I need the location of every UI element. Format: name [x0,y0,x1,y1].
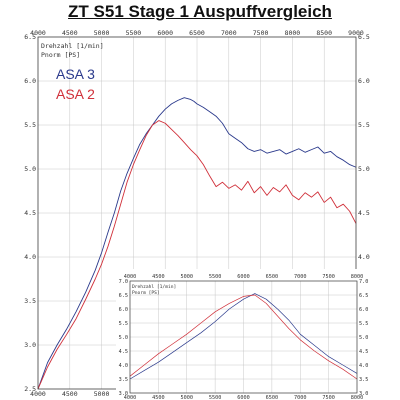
main-ytick-left-7: 6.0 [24,77,36,85]
inset-xtick-bottom-6: 7000 [294,395,307,400]
main-ytick-left-2: 3.5 [24,297,36,305]
inset-series [129,293,358,380]
main-ytick-left-1: 3.0 [24,341,36,349]
inset-ytick-left-1: 3.5 [119,377,128,383]
inset-xtick-top-0: 4000 [124,274,137,280]
inset-xtick-top-8: 8000 [351,274,364,280]
inset-xtick-bottom-7: 7500 [322,395,335,400]
inset-xtick-top-1: 4500 [152,274,165,280]
main-ytick-left-0: 2.5 [24,385,36,393]
inset-ytick-right-4: 5.0 [359,335,368,341]
inset-ytick-right-2: 4.0 [359,363,368,369]
inset-ytick-left-7: 6.5 [119,293,128,299]
main-xtick-top-4: 6000 [157,29,173,37]
inset-ytick-left-0: 3.0 [119,391,128,397]
inset-series-asa-2 [129,294,358,380]
main-xtick-top-6: 7000 [221,29,237,37]
inset-y-axis-label: Pnorm [PS] [132,290,160,296]
main-series [37,97,357,390]
main-y-axis-label: Pnorm [PS] [41,51,80,59]
inset-xtick-top-6: 7000 [294,274,307,280]
inset-chart: 4000 4000 4500 4500 5000 5000 5500 5500 6000 6000… [116,269,371,400]
inset-xtick-bottom-0: 4000 [124,395,137,400]
main-xtick-top-0: 4000 [30,29,46,37]
inset-xtick-bottom-2: 5000 [181,395,194,400]
inset-ytick-right-7: 6.5 [359,293,368,299]
inset-ytick-right-1: 3.5 [359,377,368,383]
inset-xtick-top-5: 6500 [266,274,279,280]
inset-plot-frame [129,280,358,394]
inset-ytick-left-8: 7.0 [119,279,128,285]
inset-series-asa-3 [129,293,358,380]
legend-asa2: ASA 2 [56,86,95,102]
main-ytick-left-4: 4.5 [24,209,36,217]
main-xtick-top-10: 9000 [348,29,364,37]
main-xtick-top-7: 7500 [253,29,269,37]
chart-title: ZT S51 Stage 1 Auspuffvergleich [68,2,332,21]
main-x-axis-label: Drehzahl [1/min] [41,42,104,50]
main-xtick-top-1: 4500 [62,29,78,37]
main-xtick-top-9: 8500 [316,29,332,37]
inset-x-axis-label: Drehzahl [1/min] [132,284,176,290]
main-ytick-right-3: 4.0 [358,253,370,261]
inset-ytick-right-3: 4.5 [359,349,368,355]
main-ytick-right-5: 5.0 [358,165,370,173]
inset-xtick-top-2: 5000 [181,274,194,280]
main-xtick-top-5: 6500 [189,29,205,37]
main-xtick-bottom-2: 5000 [94,390,110,398]
main-ytick-left-8: 6.5 [24,33,36,41]
main-xtick-bottom-0: 4000 [30,390,46,398]
main-ytick-right-8: 6.5 [358,33,370,41]
inset-ytick-right-0: 3.0 [359,391,368,397]
main-ytick-left-5: 5.0 [24,165,36,173]
main-ytick-left-6: 5.5 [24,121,36,129]
inset-xtick-bottom-5: 6500 [266,395,279,400]
inset-ytick-right-5: 5.5 [359,321,368,327]
inset-xtick-bottom-1: 4500 [152,395,165,400]
inset-ytick-left-4: 5.0 [119,335,128,341]
main-ytick-left-3: 4.0 [24,253,36,261]
inset-ytick-left-5: 5.5 [119,321,128,327]
inset-xtick-bottom-3: 5500 [209,395,222,400]
main-series-asa-2 [37,120,357,390]
inset-ytick-right-6: 6.0 [359,307,368,313]
main-xtick-top-3: 5500 [126,29,142,37]
inset-ytick-left-2: 4.0 [119,363,128,369]
inset-ytick-right-8: 7.0 [359,279,368,285]
main-ytick-right-6: 5.5 [358,121,370,129]
inset-xtick-top-3: 5500 [209,274,222,280]
legend-asa3: ASA 3 [56,66,95,82]
main-xtick-bottom-1: 4500 [62,390,78,398]
inset-xtick-top-4: 6000 [237,274,250,280]
inset-xtick-bottom-8: 8000 [351,395,364,400]
main-ytick-right-7: 6.0 [358,77,370,85]
inset-ytick-left-3: 4.5 [119,349,128,355]
main-xtick-top-2: 5000 [94,29,110,37]
main-ytick-right-4: 4.5 [358,209,370,217]
inset-ytick-left-6: 6.0 [119,307,128,313]
inset-tick-labels: 4000 4000 4500 4500 5000 5000 5500 5500 6000 6000… [119,274,369,400]
main-series-asa-3 [37,97,357,390]
inset-xtick-bottom-4: 6000 [237,395,250,400]
inset-xtick-top-7: 7500 [322,274,335,280]
main-xtick-top-8: 8000 [285,29,301,37]
